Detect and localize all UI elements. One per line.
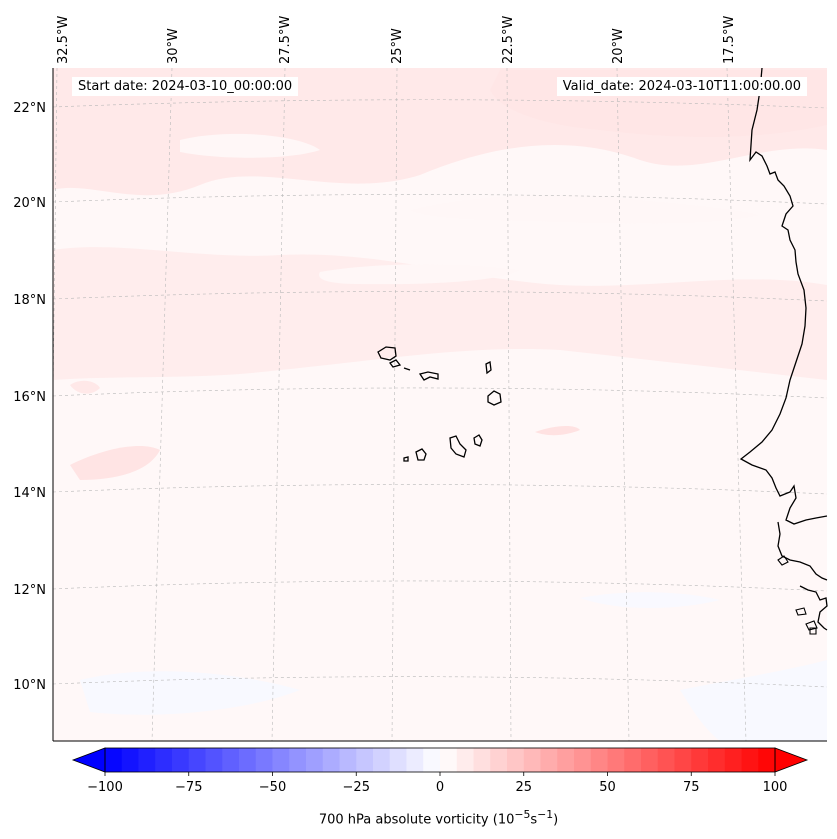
island-brava: [403, 456, 409, 462]
vorticity-patch-blue-3: [580, 592, 720, 608]
island-santa-luzia: [403, 367, 411, 371]
vorticity-field: [53, 68, 827, 741]
lat-label-22n: 22°N: [13, 101, 46, 116]
vorticity-patch-1: [70, 445, 160, 480]
colorbar-label-exp2: −1: [537, 808, 554, 821]
meridian-20w: [616, 67, 630, 742]
lon-label-27-5w: 27.5°W: [278, 16, 293, 64]
parallel-18n: [52, 291, 828, 302]
meridian-17-5w: [726, 67, 747, 742]
colorbar-label-unit: s: [530, 812, 538, 828]
guinea-coastline: [799, 585, 828, 631]
lat-label-16n: 16°N: [13, 390, 46, 405]
colorbar-label: 700 hPa absolute vorticity (10−5s−1): [0, 808, 837, 827]
island-santiago: [449, 435, 467, 458]
latitude-labels: 22°N 20°N 18°N 16°N 14°N 12°N 10°N: [13, 101, 46, 693]
vorticity-patch-3: [535, 426, 580, 436]
colorbar-label-close: ): [553, 812, 559, 828]
lon-label-32-5w: 32.5°W: [56, 16, 71, 64]
lat-label-18n: 18°N: [13, 293, 46, 308]
valid-date-label: Valid_date: 2024-03-10T11:00:00.00: [556, 77, 807, 96]
west-africa-coastline: [739, 67, 828, 525]
parallel-14n: [52, 484, 828, 495]
lat-label-12n: 12°N: [13, 583, 46, 598]
lon-label-30w: 30°W: [166, 28, 181, 64]
parallel-22n: [52, 99, 828, 109]
parallel-16n: [52, 387, 828, 399]
vorticity-band-mid: [53, 247, 827, 380]
meridian-25w: [391, 67, 398, 742]
vorticity-patch-2: [70, 380, 100, 394]
meridian-32-5w: [52, 67, 58, 401]
island-maio: [473, 434, 483, 447]
lon-label-25w: 25°W: [390, 28, 405, 64]
meridian-22-5w: [506, 67, 512, 742]
bijagos-islands: [777, 555, 818, 635]
island-sal: [485, 361, 492, 375]
vorticity-patch-white-3: [180, 133, 320, 158]
island-santo-antao: [377, 346, 397, 361]
meridian-27-5w: [271, 67, 286, 742]
vorticity-patch-blue-2: [680, 660, 827, 741]
parallel-20n: [52, 194, 828, 205]
meridian-30w: [151, 67, 173, 742]
parallel-10n: [52, 676, 828, 688]
island-boa-vista: [487, 390, 502, 406]
parallel-12n: [52, 580, 828, 592]
guinea-bissau-coastline: [777, 521, 828, 581]
graticule: [52, 67, 828, 742]
colorbar-label-text: 700 hPa absolute vorticity (10: [318, 812, 515, 828]
island-sao-vicente: [389, 359, 402, 368]
lat-label-14n: 14°N: [13, 486, 46, 501]
lon-label-20w: 20°W: [611, 28, 626, 64]
island-fogo: [415, 448, 427, 461]
cape-verde-islands: [377, 346, 502, 462]
vorticity-patch-white-1: [410, 194, 760, 224]
longitude-labels: 32.5°W 30°W 27.5°W 25°W 22.5°W 20°W 17.5…: [56, 16, 737, 64]
lat-label-20n: 20°N: [13, 196, 46, 211]
lon-label-22-5w: 22.5°W: [501, 16, 516, 64]
start-date-label: Start date: 2024-03-10_00:00:00: [72, 77, 299, 96]
colorbar-label-exp1: −5: [514, 808, 531, 821]
vorticity-patch-white-2: [319, 264, 520, 285]
lat-label-10n: 10°N: [13, 678, 46, 693]
vorticity-patch-blue-1: [80, 671, 300, 715]
lon-label-17-5w: 17.5°W: [722, 16, 737, 64]
island-sao-nicolau: [418, 371, 439, 381]
